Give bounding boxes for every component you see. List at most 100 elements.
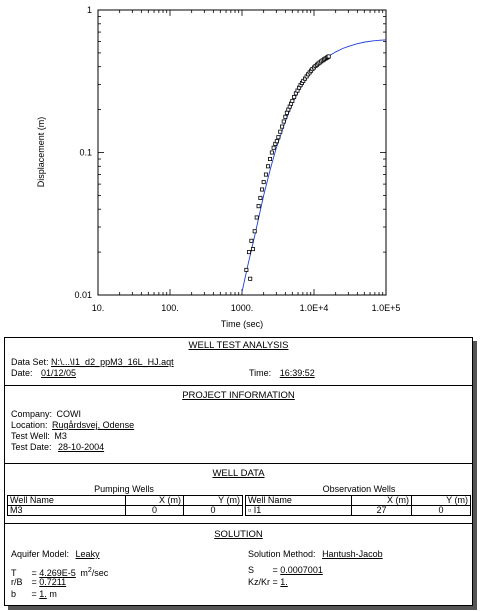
solution-method-label: Solution Method: [248, 549, 316, 559]
solution-section: SOLUTION Aquifer Model: Leaky Solution M… [5, 523, 472, 607]
displacement-time-chart: 10. 100. 1000. 1.0E+4 1.0E+5 0.01 0.1 1 Time (s… [36, 5, 400, 329]
t-unit-tail: /sec [91, 568, 109, 578]
obs-symbol-icon: ▫ [248, 505, 252, 515]
observation-point [261, 180, 266, 185]
observation-point [281, 119, 286, 124]
pumping-col-name: Well Name [7, 495, 126, 506]
test-well-label: Test Well: [11, 431, 50, 441]
observation-point [258, 195, 263, 200]
x-tick-label: 1.0E+4 [300, 303, 329, 313]
kz-label: Kz/Kr [248, 577, 271, 587]
observation-point [284, 110, 289, 115]
fit-curve-group [241, 39, 387, 293]
pumping-well-x: 0 [125, 505, 184, 516]
observation-point [254, 215, 259, 220]
t-unit-sup: 2 [87, 567, 92, 574]
solution-title: SOLUTION [214, 529, 263, 540]
company-label: Company: [11, 409, 53, 419]
x-axis-label: Time (sec) [221, 319, 263, 329]
fit-curve [241, 39, 387, 293]
rb-label: r/B [11, 577, 23, 587]
observation-wells-table: Well Name X (m) Y (m) ▫ I1 27 0 [245, 495, 471, 516]
pumping-well-name: M3 [7, 505, 126, 516]
test-date-value: 28-10-2004 [58, 442, 105, 452]
date-value: 01/12/05 [41, 368, 77, 378]
location-value: Rugårdsvej, Odense [52, 420, 135, 430]
observation-point [326, 54, 331, 59]
pumping-col-x: X (m) [125, 495, 184, 506]
obs-col-name: Well Name [245, 495, 352, 506]
plot-frame [97, 9, 387, 296]
observation-point [246, 250, 251, 255]
observation-point [252, 229, 257, 234]
obs-well-y: 0 [411, 505, 471, 516]
x-tick-label: 1000. [231, 303, 254, 313]
x-tick-label: 10. [92, 303, 105, 313]
pumping-col-y: Y (m) [183, 495, 243, 506]
y-tick-label: 0.01 [74, 290, 92, 300]
observation-point [269, 150, 274, 155]
x-tick-label: 100. [161, 303, 179, 313]
observation-point [249, 238, 254, 243]
observation-point [290, 98, 295, 103]
project-title: PROJECT INFORMATION [182, 390, 295, 401]
observation-point [274, 139, 279, 144]
observation-wells-title: Observation Wells [322, 484, 396, 494]
project-section: PROJECT INFORMATION Company: COWI Locati… [5, 385, 472, 463]
observation-point [263, 172, 268, 177]
aquifer-model-label: Aquifer Model: [11, 549, 70, 559]
test-well-value: M3 [54, 431, 67, 441]
well-test-report: WELL TEST ANALYSIS Data Set: N:\...\I1_d… [4, 337, 473, 606]
pumping-well-y: 0 [183, 505, 243, 516]
obs-col-y: Y (m) [411, 495, 471, 506]
observation-point [271, 145, 276, 150]
date-label: Date: [11, 368, 33, 378]
solution-method-value: Hantush-Jacob [322, 549, 383, 559]
t-label: T [11, 568, 17, 578]
obs-col-x: X (m) [351, 495, 412, 506]
s-label: S [248, 565, 255, 575]
observation-point [260, 187, 265, 192]
analysis-section: WELL TEST ANALYSIS Data Set: N:\...\I1_d… [5, 338, 472, 385]
pumping-wells-table: Well Name X (m) Y (m) M3 0 0 [7, 495, 243, 516]
t-unit: m [80, 568, 88, 578]
observation-point [276, 135, 281, 140]
company-value: COWI [56, 409, 82, 419]
y-tick-label: 1 [87, 5, 92, 15]
observation-point [248, 276, 253, 281]
observation-point [292, 95, 297, 100]
test-date-label: Test Date: [11, 442, 52, 452]
s-value: 0.0007001 [280, 565, 323, 575]
obs-well-name: I1 [253, 505, 262, 515]
obs-well-cell: ▫ I1 [245, 505, 352, 516]
chart-ticks: 10. 100. 1000. 1.0E+4 1.0E+5 0.01 0.1 1 [74, 5, 400, 313]
analysis-title: WELL TEST ANALYSIS [188, 340, 289, 351]
time-value: 16:39:52 [279, 368, 315, 378]
observation-points [244, 54, 331, 281]
observation-point [250, 247, 255, 252]
observation-point [256, 204, 261, 209]
well-data-section: WELL DATA Pumping Wells Observation Well… [5, 463, 472, 523]
aquifer-model-value: Leaky [75, 549, 100, 559]
b-label: b [11, 589, 17, 599]
location-label: Location: [11, 420, 48, 430]
y-tick-label: 0.1 [79, 148, 92, 158]
observation-point [278, 129, 283, 134]
b-value: 1. [39, 589, 47, 599]
well-data-title: WELL DATA [212, 468, 265, 479]
y-axis-label: Displacement (m) [36, 117, 46, 188]
obs-well-x: 27 [351, 505, 412, 516]
data-set-label: Data Set: [11, 357, 49, 367]
kz-value: 1. [280, 577, 288, 587]
t-value: 4.269E-5 [39, 568, 76, 578]
observation-point [268, 157, 273, 162]
observation-point [283, 114, 288, 119]
x-tick-label: 1.0E+5 [372, 303, 401, 313]
observation-point [244, 267, 249, 272]
data-set-value: N:\...\I1_d2_ppM3_16L_HJ.aqt [51, 357, 174, 367]
observation-point [266, 164, 271, 169]
b-unit: m [49, 589, 57, 599]
rb-value: 0.7211 [39, 577, 67, 587]
time-label: Time: [249, 368, 272, 378]
pumping-wells-title: Pumping Wells [94, 484, 154, 494]
